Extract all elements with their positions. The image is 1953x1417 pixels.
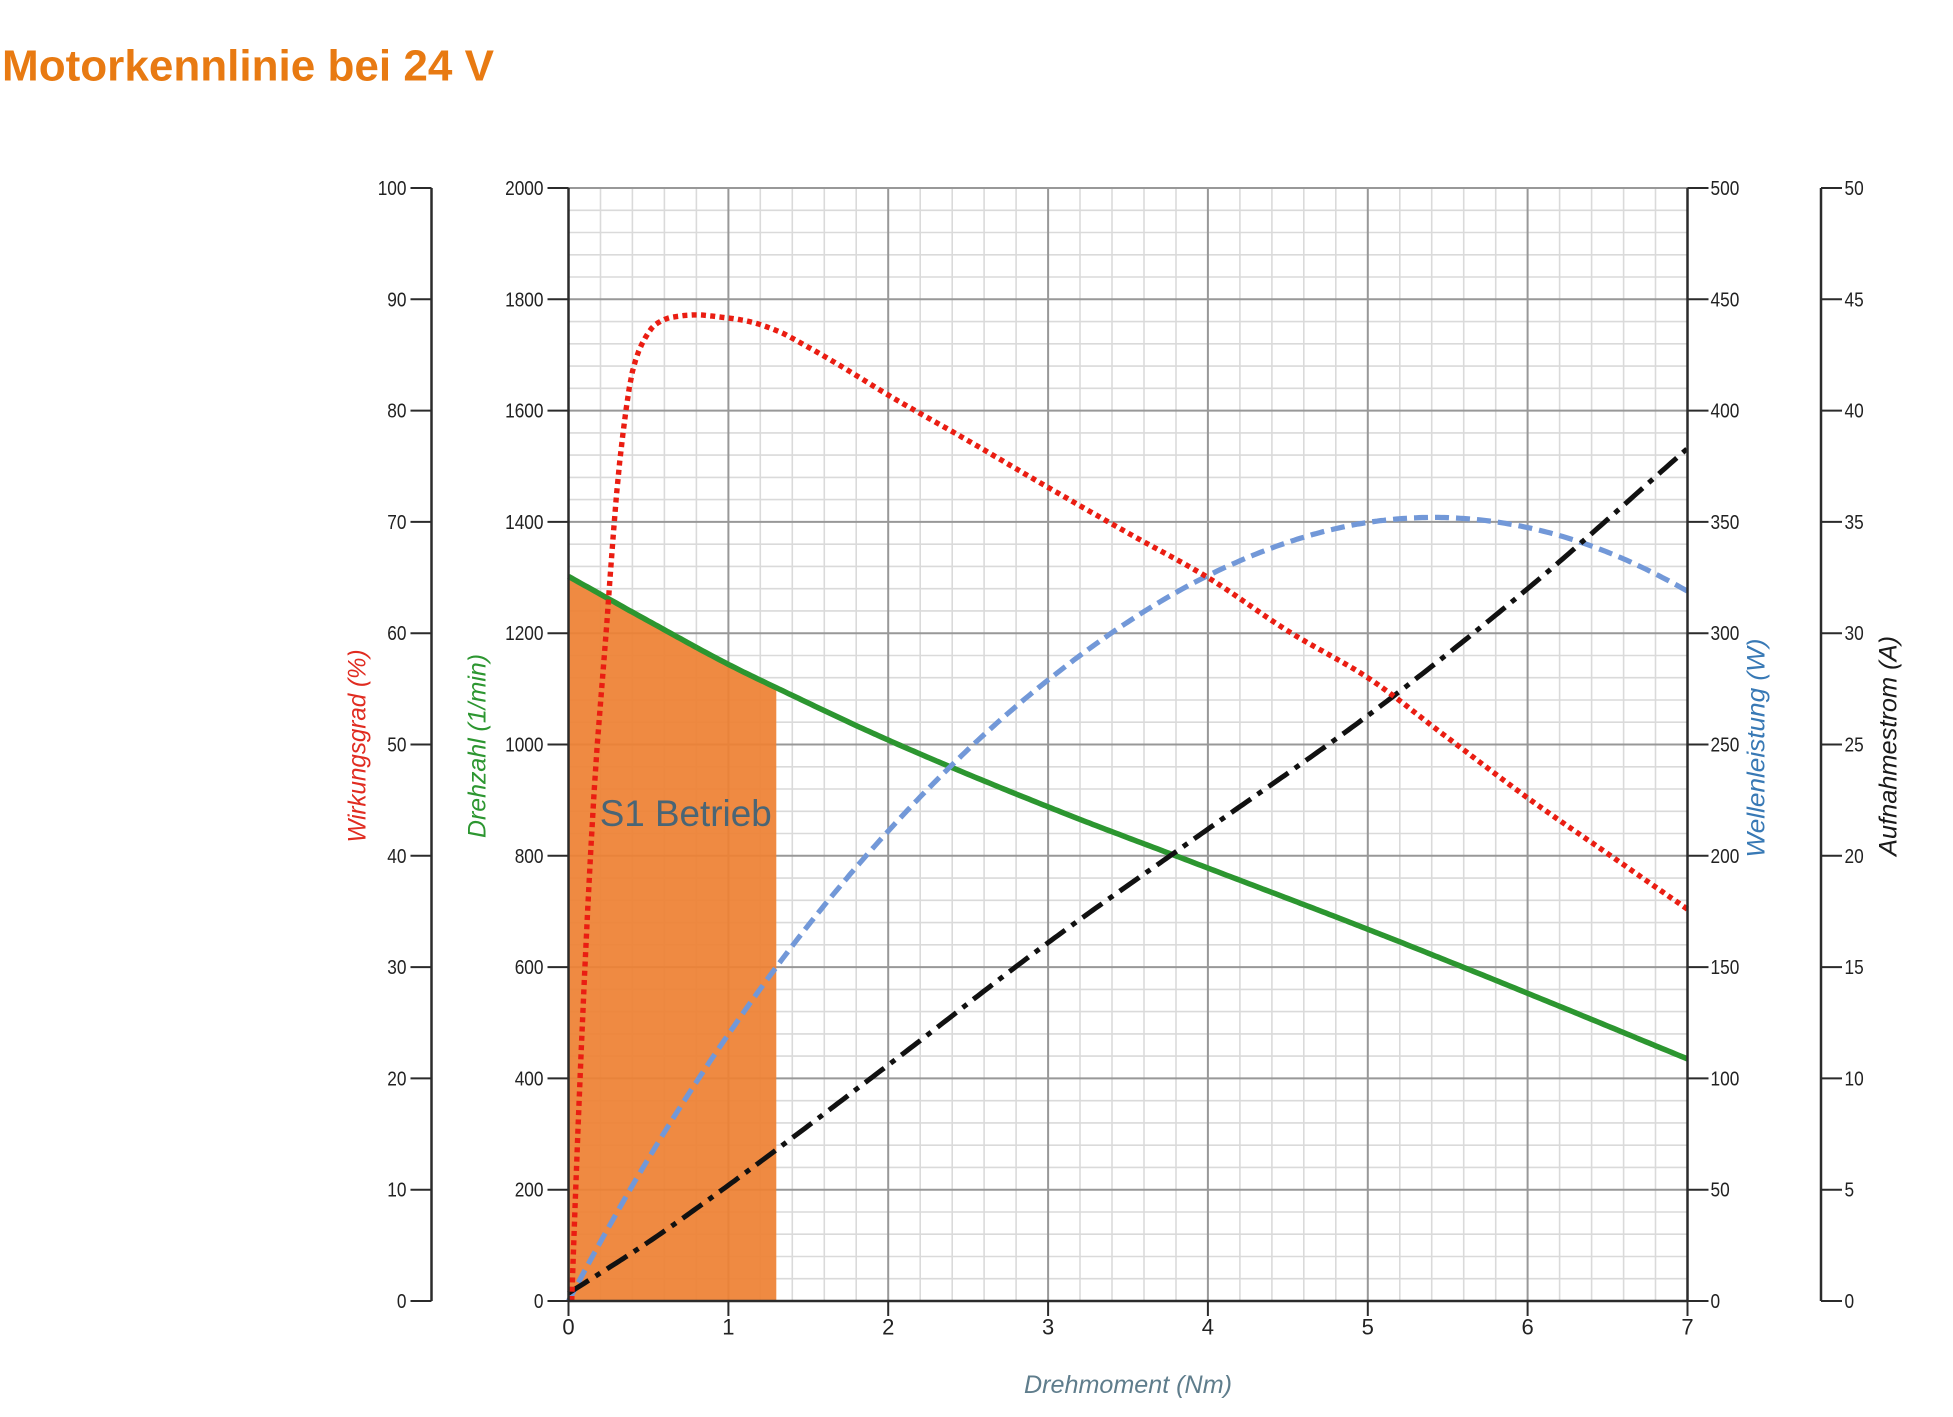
svg-text:50: 50	[387, 735, 406, 757]
svg-text:0: 0	[1845, 1291, 1855, 1313]
svg-text:15: 15	[1845, 957, 1864, 979]
svg-text:5: 5	[1362, 1315, 1374, 1340]
svg-text:1: 1	[722, 1315, 734, 1340]
svg-text:Motorkennlinie bei 24 V: Motorkennlinie bei 24 V	[2, 43, 494, 91]
svg-text:1000: 1000	[505, 735, 543, 757]
svg-text:100: 100	[1711, 1068, 1740, 1090]
svg-text:60: 60	[387, 623, 406, 645]
svg-text:0: 0	[562, 1315, 574, 1340]
svg-text:20: 20	[387, 1068, 406, 1090]
svg-text:Drehmoment (Nm): Drehmoment (Nm)	[1024, 1371, 1232, 1399]
svg-text:0: 0	[397, 1291, 407, 1313]
svg-text:3: 3	[1042, 1315, 1054, 1340]
svg-text:40: 40	[1845, 401, 1864, 423]
svg-text:2000: 2000	[505, 178, 543, 200]
svg-text:Aufnahmestrom (A): Aufnahmestrom (A)	[1875, 636, 1903, 858]
svg-text:50: 50	[1845, 178, 1864, 200]
svg-text:90: 90	[387, 289, 406, 311]
svg-text:80: 80	[387, 401, 406, 423]
svg-text:1200: 1200	[505, 623, 543, 645]
svg-text:25: 25	[1845, 735, 1864, 757]
svg-text:10: 10	[1845, 1068, 1864, 1090]
svg-text:50: 50	[1711, 1180, 1730, 1202]
svg-text:1800: 1800	[505, 289, 543, 311]
svg-text:450: 450	[1711, 289, 1740, 311]
svg-text:350: 350	[1711, 512, 1740, 534]
svg-text:250: 250	[1711, 735, 1740, 757]
svg-text:400: 400	[515, 1068, 544, 1090]
svg-text:7: 7	[1681, 1315, 1693, 1340]
svg-text:Wellenleistung (W): Wellenleistung (W)	[1743, 639, 1771, 858]
svg-text:5: 5	[1845, 1180, 1855, 1202]
svg-text:2: 2	[882, 1315, 894, 1340]
svg-text:200: 200	[1711, 846, 1740, 868]
svg-text:45: 45	[1845, 289, 1864, 311]
svg-text:1600: 1600	[505, 401, 543, 423]
svg-text:4: 4	[1202, 1315, 1214, 1340]
svg-text:500: 500	[1711, 178, 1740, 200]
svg-text:40: 40	[387, 846, 406, 868]
svg-text:70: 70	[387, 512, 406, 534]
svg-text:S1 Betrieb: S1 Betrieb	[600, 793, 772, 834]
svg-text:600: 600	[515, 957, 544, 979]
svg-text:300: 300	[1711, 623, 1740, 645]
svg-text:150: 150	[1711, 957, 1740, 979]
svg-text:6: 6	[1521, 1315, 1533, 1340]
svg-text:0: 0	[534, 1291, 544, 1313]
svg-text:20: 20	[1845, 846, 1864, 868]
svg-text:Wirkungsgrad (%): Wirkungsgrad (%)	[344, 650, 372, 843]
svg-text:200: 200	[515, 1180, 544, 1202]
svg-text:100: 100	[378, 178, 407, 200]
svg-text:800: 800	[515, 846, 544, 868]
svg-text:400: 400	[1711, 401, 1740, 423]
svg-text:30: 30	[1845, 623, 1864, 645]
svg-text:10: 10	[387, 1180, 406, 1202]
svg-text:35: 35	[1845, 512, 1864, 534]
svg-text:30: 30	[387, 957, 406, 979]
svg-text:Drehzahl (1/min): Drehzahl (1/min)	[464, 654, 492, 838]
svg-text:0: 0	[1711, 1291, 1721, 1313]
svg-text:1400: 1400	[505, 512, 543, 534]
